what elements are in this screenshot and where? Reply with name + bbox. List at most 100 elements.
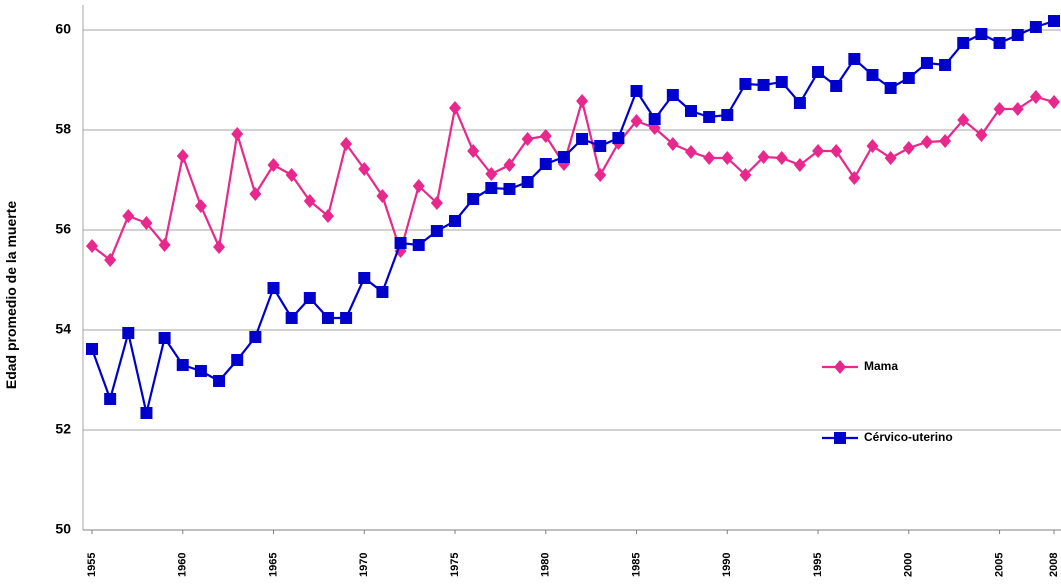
data-point — [739, 78, 752, 90]
data-point — [412, 179, 425, 193]
data-point — [267, 158, 280, 172]
data-point — [557, 151, 570, 163]
data-point — [140, 407, 153, 419]
data-point — [1048, 15, 1060, 27]
data-point — [576, 133, 589, 145]
x-tick-label: 1975 — [449, 553, 461, 577]
data-point — [485, 167, 498, 181]
data-point — [140, 216, 153, 230]
data-point — [775, 76, 788, 88]
data-point — [812, 144, 825, 158]
x-tick-label: 1990 — [721, 553, 733, 577]
data-point — [939, 59, 952, 71]
data-point — [358, 162, 371, 176]
data-point — [793, 158, 806, 172]
x-tick-label: 1955 — [86, 553, 98, 577]
data-point — [884, 151, 897, 165]
data-point — [703, 111, 716, 123]
data-point — [975, 128, 988, 142]
data-point — [430, 225, 443, 237]
data-point — [503, 183, 516, 195]
data-point — [666, 137, 679, 151]
data-point — [848, 53, 861, 65]
data-point — [630, 85, 643, 97]
data-point — [848, 171, 861, 185]
data-point — [86, 343, 98, 355]
data-point — [194, 199, 207, 213]
x-tick-label: 1965 — [267, 553, 279, 577]
data-point — [213, 375, 226, 387]
legend-marker — [834, 360, 846, 374]
data-point — [1029, 21, 1042, 33]
data-point — [86, 239, 98, 253]
data-point — [812, 66, 825, 78]
data-point — [920, 135, 933, 149]
data-point — [739, 168, 752, 182]
data-point — [630, 114, 643, 128]
x-tick-label: 1985 — [630, 553, 642, 577]
data-point — [684, 105, 697, 117]
y-tick-label: 54 — [55, 321, 71, 337]
data-point — [920, 57, 933, 69]
data-point — [303, 194, 316, 208]
data-point — [467, 193, 480, 205]
y-tick-label: 60 — [55, 21, 71, 37]
data-point — [539, 158, 552, 170]
data-point — [648, 113, 661, 125]
data-point — [158, 332, 171, 344]
data-point — [231, 127, 244, 141]
data-point — [775, 151, 788, 165]
x-tick-label: 1995 — [812, 553, 824, 577]
y-tick-label: 58 — [55, 121, 71, 137]
data-point — [757, 79, 770, 91]
data-point — [503, 158, 516, 172]
data-point — [430, 196, 443, 210]
data-point — [993, 37, 1006, 49]
data-point — [122, 209, 135, 223]
data-point — [539, 129, 552, 143]
data-point — [939, 134, 952, 148]
series-line — [91, 95, 1055, 262]
x-tick-label: 2005 — [993, 553, 1005, 577]
data-point — [176, 359, 189, 371]
data-point — [594, 168, 607, 182]
legend-marker — [834, 432, 846, 444]
data-point — [1011, 102, 1024, 116]
x-tick-label: 1970 — [358, 553, 370, 577]
data-point — [104, 393, 117, 405]
data-point — [830, 144, 843, 158]
data-point — [721, 151, 734, 165]
data-point — [576, 94, 589, 108]
data-point — [231, 354, 244, 366]
data-point — [412, 239, 425, 251]
data-point — [521, 132, 534, 146]
data-point — [213, 240, 226, 254]
data-point — [321, 312, 334, 324]
data-point — [1029, 90, 1042, 104]
legend-label: Cérvico-uterino — [864, 430, 953, 444]
data-point — [866, 69, 879, 81]
data-point — [376, 189, 389, 203]
data-point — [721, 109, 734, 121]
data-point — [902, 72, 915, 84]
data-point — [612, 132, 625, 144]
data-point — [666, 89, 679, 101]
y-tick-label: 56 — [55, 221, 71, 237]
data-point — [485, 182, 498, 194]
data-point — [285, 168, 298, 182]
x-tick-label: 1960 — [177, 553, 189, 577]
data-point — [122, 327, 135, 339]
data-point — [1011, 29, 1024, 41]
data-point — [358, 272, 371, 284]
data-point — [176, 149, 189, 163]
data-point — [521, 176, 534, 188]
data-point — [340, 137, 353, 151]
data-point — [866, 139, 879, 153]
data-point — [467, 144, 480, 158]
data-point — [1048, 95, 1060, 109]
data-point — [975, 28, 988, 40]
data-point — [957, 113, 970, 127]
y-tick-label: 52 — [55, 421, 71, 437]
